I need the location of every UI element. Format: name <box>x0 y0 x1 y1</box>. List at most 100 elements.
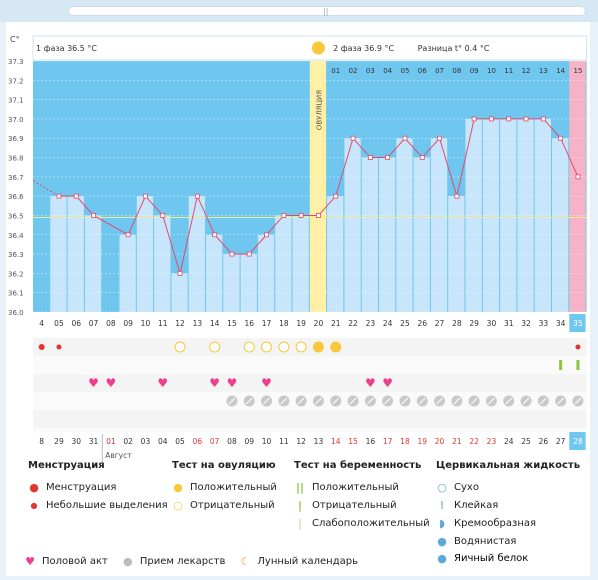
calendar-date: 03 <box>141 437 151 446</box>
temperature-point <box>489 116 494 122</box>
month-label: Август <box>105 451 132 460</box>
symptom-row <box>33 410 587 428</box>
menstruation-drop-icon <box>56 344 62 350</box>
pill-line <box>557 397 565 405</box>
calendar-date: 16 <box>366 437 376 446</box>
temperature-point <box>350 135 356 141</box>
y-tick-label: 36.1 <box>8 290 24 298</box>
calendar-date: 29 <box>54 437 64 446</box>
ovulation-test-negative-icon <box>243 341 255 353</box>
ovulation-test-negative-icon <box>295 341 307 353</box>
pill-line <box>332 397 340 405</box>
legend-cervical-title: Цервикальная жидкость <box>436 460 581 471</box>
legend-watery: Водянистая <box>454 535 517 547</box>
drop-icon: ● <box>29 480 39 494</box>
cycle-day: 17 <box>262 319 272 328</box>
calendar-date: 26 <box>539 437 549 446</box>
pill-line <box>436 397 443 405</box>
calendar-date: 30 <box>71 437 81 446</box>
pill-line <box>505 397 513 405</box>
legend-ovulation: Тест на овуляцию ● Положительный ○ Отрицат… <box>172 460 277 514</box>
pill-line <box>384 397 392 405</box>
cycle-day: 28 <box>452 319 462 328</box>
calendar-date: 01 <box>106 437 116 446</box>
legend-intercourse: Половой акт <box>42 556 108 567</box>
temperature-point <box>367 155 373 160</box>
bar <box>240 254 257 312</box>
scroll-grip-icon[interactable]: || <box>323 7 329 16</box>
pill-icon: ● <box>123 555 133 568</box>
temperature-point <box>281 213 287 218</box>
temperature-point <box>125 232 131 238</box>
legend-ovulation-title: Тест на овуляцию <box>172 460 276 471</box>
legend-eggwhite-row: ● Яичный белок <box>436 552 528 565</box>
bar <box>379 157 396 312</box>
heart-icon: ♥ <box>365 376 376 390</box>
double-bar-icon: || <box>295 480 305 494</box>
calendar-date: 24 <box>504 437 514 446</box>
pill-line <box>263 397 270 405</box>
legend-preg-negative: Отрицательный <box>312 499 397 511</box>
cycle-day: 14 <box>210 319 220 328</box>
calendar-date: 07 <box>210 437 220 446</box>
post-ovulation-day: 09 <box>470 67 479 75</box>
post-ovulation-day: 11 <box>504 67 513 75</box>
temperature-point <box>437 135 442 141</box>
temperature-line <box>58 118 579 276</box>
y-tick-label: 36.7 <box>8 174 24 182</box>
cycle-day: 12 <box>175 319 185 328</box>
temperature-point <box>523 116 529 122</box>
legend-ov-positive: Положительный <box>190 481 277 493</box>
cycle-day: 22 <box>348 319 358 328</box>
temperature-point <box>264 232 269 238</box>
bar <box>275 215 292 312</box>
temperature-point <box>177 270 183 276</box>
calendar-date: 25 <box>521 437 531 446</box>
y-tick-label: 36.8 <box>8 155 24 163</box>
y-tick-label: 37.3 <box>8 58 24 66</box>
cycle-day: 13 <box>193 319 203 328</box>
pregnancy-test-icon <box>559 360 563 370</box>
cycle-day: 16 <box>244 319 254 328</box>
cycle-day: 4 <box>39 319 44 328</box>
calendar-highlight <box>569 432 586 450</box>
bar <box>136 196 154 312</box>
pill-line <box>366 397 374 405</box>
difference-label: Разница t° 0.4 °C <box>418 44 490 53</box>
pill-line <box>470 397 478 405</box>
menstruation-drop-icon <box>575 344 581 350</box>
post-ovulation-day: 13 <box>539 67 548 75</box>
temperature-point <box>385 155 391 160</box>
bar <box>500 118 517 312</box>
legend-spotting-label: Небольшие выделения <box>46 499 168 511</box>
top-scroll-bar: || <box>0 0 598 22</box>
cycle-day: 10 <box>141 319 151 328</box>
y-tick-label: 36.9 <box>8 135 24 143</box>
calendar-date: 06 <box>193 437 203 446</box>
horizontal-scrollbar[interactable]: || <box>68 6 586 16</box>
cycle-day: 34 <box>556 319 566 328</box>
symptom-row <box>33 374 587 392</box>
cycle-day: 15 <box>227 319 237 328</box>
temperature-point <box>558 135 564 141</box>
calendar-date: 18 <box>400 437 410 446</box>
bar <box>188 196 205 312</box>
legend-preg-positive: Положительный <box>312 481 399 493</box>
heart-icon: ♥ <box>227 376 238 390</box>
post-ovulation-day: 02 <box>349 67 358 75</box>
cycle-day: 35 <box>573 319 583 328</box>
calendar-date: 28 <box>573 437 583 446</box>
calendar-date: 20 <box>435 437 445 446</box>
day-highlight <box>569 314 586 332</box>
phase2-label: 2 фаза 36.9 °C <box>333 44 394 53</box>
calendar-date: 15 <box>348 437 358 446</box>
chart-panel: C° 1 фаза 36.5 °C 2 фаза 36.9 °C Разница t°… <box>6 22 590 576</box>
y-tick-label: 36.6 <box>8 193 24 201</box>
calendar-date: 04 <box>158 437 168 446</box>
calendar-date: 13 <box>314 437 324 446</box>
calendar-date: 08 <box>227 437 237 446</box>
day-row <box>33 314 587 332</box>
sticky-icon: I <box>440 498 444 512</box>
pill-line <box>401 397 409 405</box>
ovulation-sun-icon <box>311 41 325 55</box>
